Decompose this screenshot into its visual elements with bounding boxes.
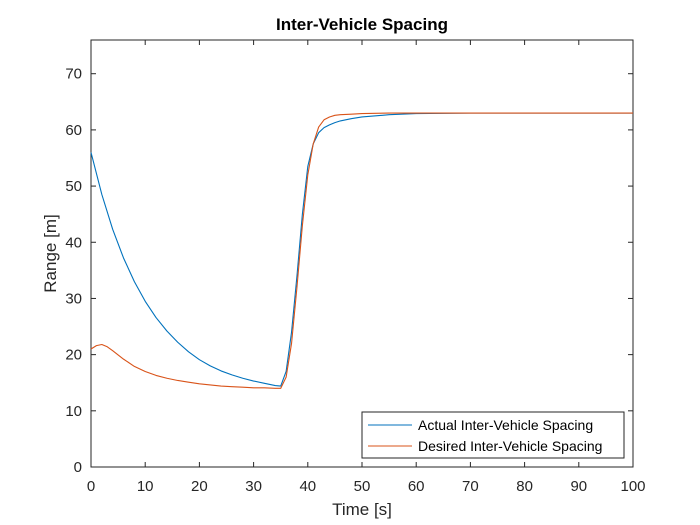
x-tick-label: 10 <box>137 478 154 495</box>
x-tick-label: 30 <box>245 478 262 495</box>
series-line-2 <box>90 112 633 389</box>
legend: Actual Inter-Vehicle Spacing Desired Inte… <box>361 411 625 459</box>
legend-box <box>361 411 625 459</box>
x-tick-label: 60 <box>408 478 425 495</box>
y-tick-label: 30 <box>65 290 82 307</box>
x-tick-label: 20 <box>191 478 208 495</box>
y-tick-label: 10 <box>65 403 82 420</box>
legend-label: Actual Inter-Vehicle Spacing <box>418 417 593 433</box>
plot-area <box>90 39 634 468</box>
x-tick-label: 90 <box>570 478 587 495</box>
ticks-layer: 0 10 20 30 40 50 60 70 80 90 100 0 10 20 30 40 50 60 70 <box>65 40 646 495</box>
x-tick-label: 0 <box>87 478 95 495</box>
x-axis-title: Time [s] <box>332 500 392 519</box>
x-tick-label: 80 <box>516 478 533 495</box>
y-axis-title: Range [m] <box>41 214 60 292</box>
y-tick-label: 50 <box>65 178 82 195</box>
series-layer <box>90 112 633 389</box>
y-tick-label: 40 <box>65 234 82 251</box>
x-tick-label: 50 <box>354 478 371 495</box>
y-tick-label: 0 <box>74 459 82 476</box>
y-tick-label: 60 <box>65 122 82 139</box>
legend-label: Desired Inter-Vehicle Spacing <box>418 438 602 454</box>
chart-title: Inter-Vehicle Spacing <box>276 15 448 34</box>
x-tick-label: 40 <box>299 478 316 495</box>
y-tick-label: 70 <box>65 66 82 83</box>
series-line-1 <box>90 112 633 387</box>
y-tick-label: 20 <box>65 347 82 364</box>
x-tick-label: 100 <box>620 478 645 495</box>
x-tick-label: 70 <box>462 478 479 495</box>
